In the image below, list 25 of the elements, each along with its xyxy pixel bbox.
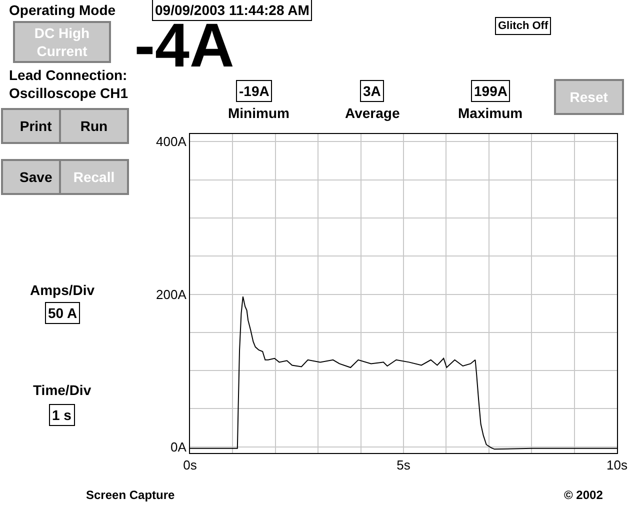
y-tick-label: 400A — [156, 134, 187, 150]
text: Run — [80, 118, 108, 134]
text: Maximum — [458, 105, 523, 121]
y-tick-label: 200A — [156, 286, 187, 302]
text: Average — [345, 105, 400, 121]
text: -19A — [239, 83, 270, 99]
text: Lead Connection: — [9, 67, 128, 83]
text: Oscilloscope CH1 — [9, 85, 128, 101]
text: 199A — [474, 83, 508, 99]
text: 50 A — [48, 305, 78, 321]
text: Minimum — [228, 105, 290, 121]
text: Screen Capture — [86, 488, 176, 502]
x-tick-label: 10s — [606, 458, 628, 473]
y-tick-label: 0A — [170, 439, 187, 454]
x-tick-label: 5s — [396, 458, 411, 473]
text: 1 s — [52, 407, 72, 423]
text: Print — [20, 118, 52, 134]
text: Operating Mode — [9, 2, 116, 18]
text: Save — [20, 169, 52, 185]
text: Amps/Div — [30, 282, 95, 298]
x-tick-label: 0s — [183, 458, 198, 473]
text: © 2002 — [564, 488, 604, 502]
text: 3A — [363, 83, 381, 99]
text: Glitch Off — [498, 20, 548, 32]
text: Time/Div — [33, 382, 92, 398]
